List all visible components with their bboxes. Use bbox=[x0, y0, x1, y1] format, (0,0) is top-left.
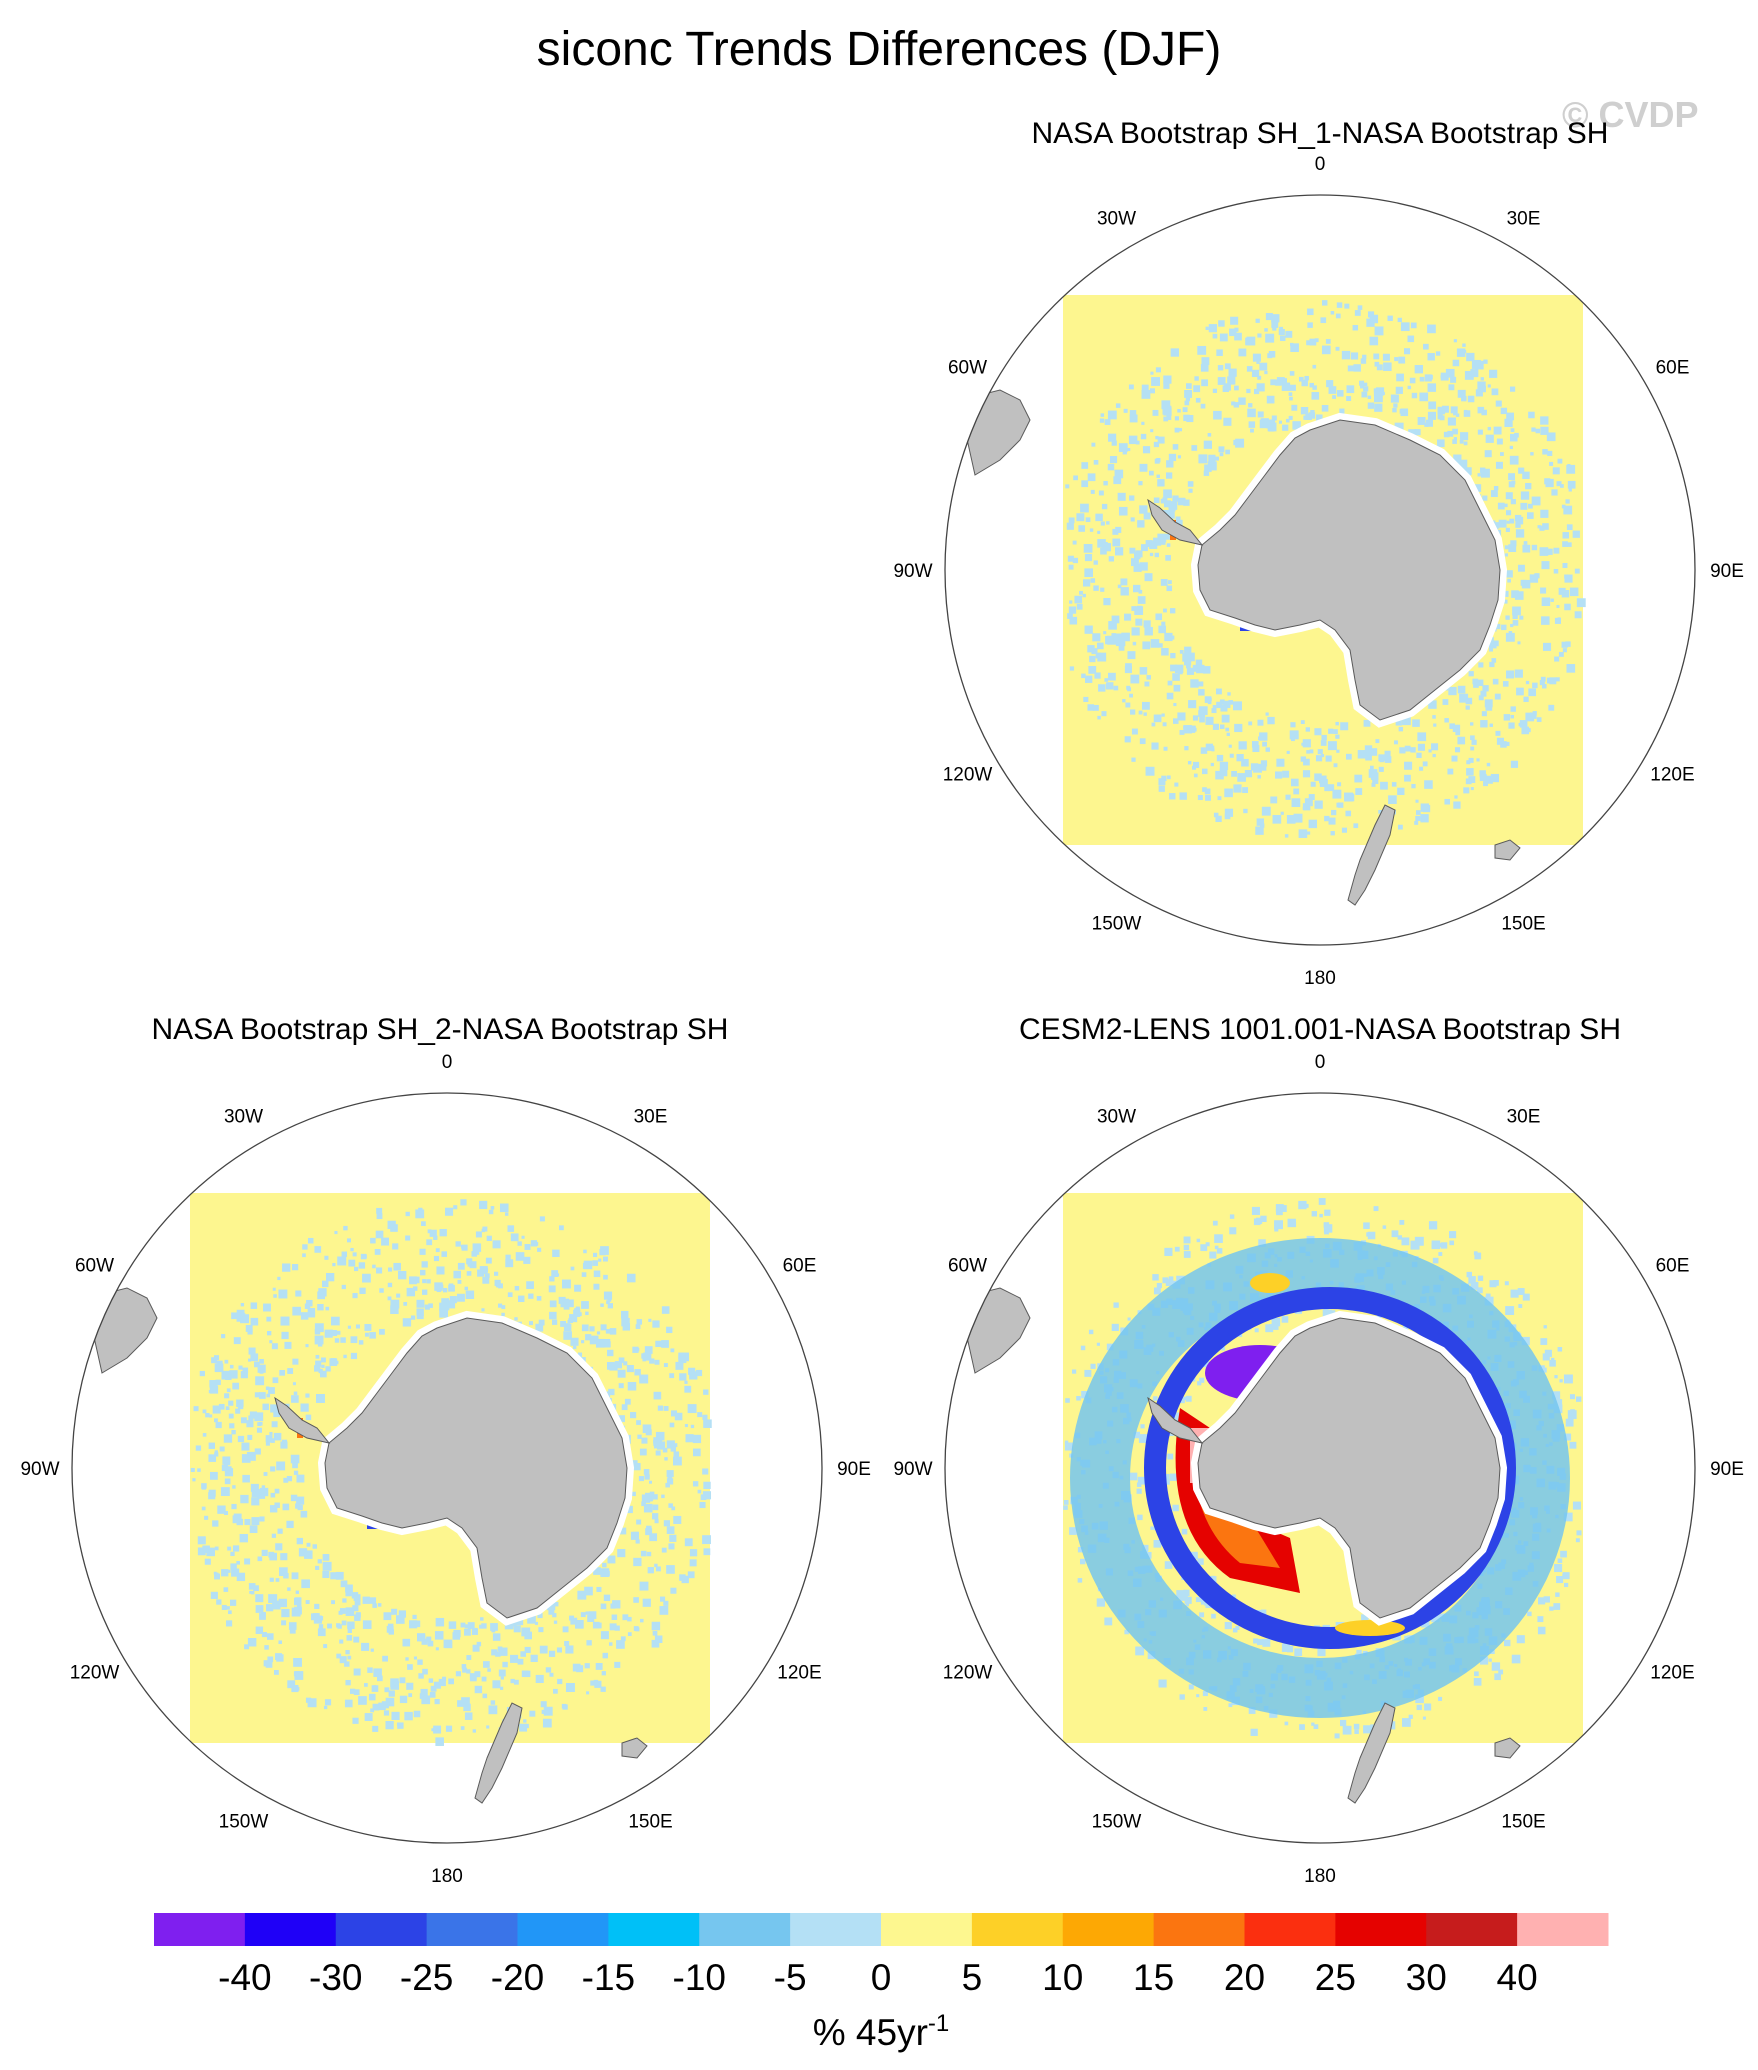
south-america-landmass bbox=[964, 1287, 1031, 1374]
colorbar-tick-label: -5 bbox=[774, 1957, 807, 1998]
colorbar-swatch bbox=[1153, 1913, 1245, 1946]
colorbar-swatch bbox=[608, 1913, 700, 1946]
longitude-label: 60E bbox=[1656, 1256, 1690, 1277]
antarctica-landmass bbox=[1197, 419, 1501, 721]
tasmania-landmass bbox=[1494, 839, 1521, 861]
cvdp-watermark: © CVDP bbox=[1562, 94, 1699, 135]
longitude-label: 30W bbox=[1097, 1107, 1136, 1128]
trend-speckles bbox=[1065, 300, 1586, 838]
colorbar-tick-label: -25 bbox=[400, 1957, 453, 1998]
antarctic-peninsula bbox=[274, 1396, 331, 1444]
new-zealand-landmass bbox=[474, 1702, 523, 1804]
longitude-label: 60W bbox=[75, 1256, 114, 1277]
longitude-label: 30E bbox=[1507, 1107, 1541, 1128]
colorbar-swatch bbox=[881, 1913, 973, 1946]
map-panels: 0 30E 60E 90E 120E 150E 180 150W 120W 90W 60W 30W 0 3… bbox=[20, 154, 1743, 1887]
longitude-label: 150W bbox=[1092, 1811, 1142, 1832]
longitude-label: 90W bbox=[893, 1459, 932, 1480]
colorbar-swatch bbox=[426, 1913, 518, 1946]
longitude-label: 30E bbox=[1507, 209, 1541, 230]
longitude-label: 120W bbox=[943, 1663, 993, 1684]
colorbar-swatch bbox=[154, 1913, 246, 1946]
colorbar-tick-label: -30 bbox=[309, 1957, 362, 1998]
colorbar-swatch bbox=[335, 1913, 428, 1946]
colorbar-swatch bbox=[790, 1913, 882, 1946]
colorbar-tick-label: -40 bbox=[218, 1957, 271, 1998]
colorbar-swatch bbox=[699, 1913, 791, 1946]
strong-trend-ring bbox=[1070, 1238, 1570, 1718]
longitude-label: 0 bbox=[442, 1052, 453, 1073]
longitude-label: 0 bbox=[1315, 154, 1326, 175]
longitude-label: 150E bbox=[1501, 1811, 1545, 1832]
longitude-label: 120W bbox=[943, 765, 993, 786]
longitude-label: 120E bbox=[1650, 1663, 1694, 1684]
figure-title: siconc Trends Differences (DJF) bbox=[536, 23, 1222, 76]
antarctica-landmass bbox=[324, 1317, 628, 1619]
longitude-label: 150W bbox=[1092, 913, 1142, 934]
longitude-label: 150W bbox=[219, 1811, 269, 1832]
longitude-label: 120W bbox=[70, 1663, 120, 1684]
tasmania-landmass bbox=[621, 1737, 648, 1759]
colorbar-tick-label: 5 bbox=[962, 1957, 983, 1998]
map-panel-3: 0 30E 60E 90E 120E 150E 180 150W 120W 90W 60W 30W bbox=[893, 1052, 1743, 1887]
longitude-label: 90E bbox=[837, 1459, 871, 1480]
colorbar-units: % 45yr-1 bbox=[813, 2010, 950, 2053]
colorbar-swatch bbox=[1335, 1913, 1427, 1946]
longitude-label: 90E bbox=[1710, 1459, 1744, 1480]
longitude-label: 30W bbox=[1097, 209, 1136, 230]
colorbar-tick-label: 20 bbox=[1224, 1957, 1265, 1998]
map-boundary bbox=[944, 1092, 1696, 1844]
colorbar-swatch bbox=[1244, 1913, 1336, 1946]
colorbar-tick-label: -10 bbox=[673, 1957, 726, 1998]
colorbar-tick-label: 40 bbox=[1497, 1957, 1538, 1998]
longitude-label: 120E bbox=[1650, 765, 1694, 786]
antarctica-landmass bbox=[1197, 1317, 1501, 1619]
longitude-label: 90W bbox=[893, 561, 932, 582]
map-panel-2: 0 30E 60E 90E 120E 150E 180 150W 120W 90W 60W 30W bbox=[20, 1052, 870, 1887]
colorbar-tick-label: 15 bbox=[1133, 1957, 1174, 1998]
antarctic-peninsula bbox=[1147, 498, 1204, 546]
panel-title-2: NASA Bootstrap SH_2-NASA Bootstrap SH bbox=[151, 1013, 729, 1046]
longitude-label: 180 bbox=[1304, 968, 1336, 989]
longitude-label: 0 bbox=[1315, 1052, 1326, 1073]
colorbar: -40 -30 -25 -20 -15 -10 -5 0 5 10 15 20 25 30 40 % 45yr… bbox=[154, 1913, 1609, 2053]
map-boundary bbox=[944, 194, 1696, 946]
longitude-label: 150E bbox=[1501, 913, 1545, 934]
longitude-label: 90E bbox=[1710, 561, 1744, 582]
south-america-landmass bbox=[964, 389, 1031, 476]
panel-title-3: CESM2-LENS 1001.001-NASA Bootstrap SH bbox=[1019, 1013, 1621, 1046]
colorbar-swatch bbox=[1426, 1913, 1518, 1946]
longitude-label: 30E bbox=[634, 1107, 668, 1128]
colorbar-swatch bbox=[1517, 1913, 1609, 1946]
colorbar-swatch bbox=[971, 1913, 1064, 1946]
colorbar-tick-label: 30 bbox=[1406, 1957, 1447, 1998]
colorbar-swatch bbox=[1062, 1913, 1155, 1946]
longitude-label: 60W bbox=[948, 358, 987, 379]
colorbar-tick-label: -20 bbox=[491, 1957, 544, 1998]
longitude-label: 180 bbox=[431, 1866, 463, 1887]
longitude-label: 60W bbox=[948, 1256, 987, 1277]
longitude-label: 30W bbox=[224, 1107, 263, 1128]
colorbar-swatch bbox=[517, 1913, 609, 1946]
colorbar-tick-label: 25 bbox=[1315, 1957, 1356, 1998]
colorbar-tick-label: -15 bbox=[582, 1957, 635, 1998]
longitude-label: 150E bbox=[628, 1811, 672, 1832]
longitude-label: 60E bbox=[1656, 358, 1690, 379]
longitude-label: 90W bbox=[20, 1459, 59, 1480]
longitude-label: 180 bbox=[1304, 1866, 1336, 1887]
south-america-landmass bbox=[91, 1287, 158, 1374]
map-boundary bbox=[71, 1092, 823, 1844]
longitude-label: 120E bbox=[777, 1663, 821, 1684]
colorbar-swatch bbox=[244, 1913, 337, 1946]
colorbar-tick-label: 0 bbox=[871, 1957, 892, 1998]
longitude-label: 60E bbox=[783, 1256, 817, 1277]
new-zealand-landmass bbox=[1347, 1702, 1396, 1804]
new-zealand-landmass bbox=[1347, 804, 1396, 906]
map-panel-1: 0 30E 60E 90E 120E 150E 180 150W 120W 90W 60W 30W bbox=[893, 154, 1743, 989]
antarctic-peninsula bbox=[1147, 1396, 1204, 1444]
tasmania-landmass bbox=[1494, 1737, 1521, 1759]
panel-title-1: NASA Bootstrap SH_1-NASA Bootstrap SH bbox=[1031, 117, 1609, 150]
colorbar-tick-label: 10 bbox=[1042, 1957, 1083, 1998]
